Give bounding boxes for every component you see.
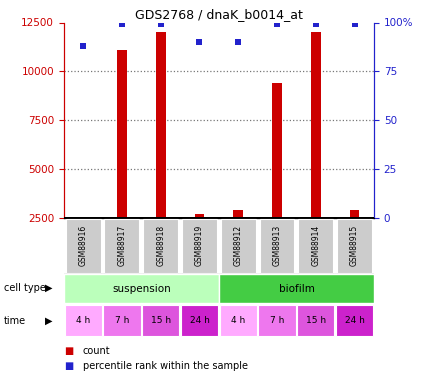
Bar (260, 219, 295, 273)
Bar (78, 217, 88, 219)
Text: 7 h: 7 h (270, 316, 284, 325)
Text: 15 h: 15 h (150, 316, 171, 325)
Text: 24 h: 24 h (190, 316, 210, 325)
Bar (219, 274, 374, 303)
Text: 4 h: 4 h (231, 316, 245, 325)
Point (157, 21, 164, 27)
Text: GSM88914: GSM88914 (312, 225, 320, 266)
Bar (65, 305, 102, 336)
Bar (272, 83, 282, 218)
Bar (258, 305, 296, 336)
Text: biofilm: biofilm (278, 284, 314, 294)
Text: 24 h: 24 h (345, 316, 365, 325)
Bar (105, 219, 139, 273)
Point (80, 43, 87, 49)
Text: time: time (4, 316, 26, 326)
Bar (156, 32, 166, 218)
Title: GDS2768 / dnaK_b0014_at: GDS2768 / dnaK_b0014_at (135, 8, 303, 21)
Bar (337, 219, 372, 273)
Point (312, 21, 319, 27)
Bar (64, 274, 219, 303)
Text: GSM88912: GSM88912 (234, 225, 243, 266)
Text: 15 h: 15 h (306, 316, 326, 325)
Text: ■: ■ (64, 361, 73, 370)
Text: 4 h: 4 h (76, 316, 90, 325)
Text: GSM88919: GSM88919 (195, 225, 204, 266)
Text: GSM88913: GSM88913 (272, 225, 281, 266)
Bar (143, 219, 178, 273)
Text: ▶: ▶ (45, 283, 53, 292)
Bar (181, 305, 218, 336)
Bar (233, 210, 243, 218)
Text: 7 h: 7 h (115, 316, 129, 325)
Text: GSM88917: GSM88917 (117, 225, 126, 266)
Point (235, 39, 242, 45)
Point (274, 21, 280, 27)
Bar (220, 305, 257, 336)
Point (351, 21, 358, 27)
Text: ■: ■ (64, 346, 73, 355)
Text: suspension: suspension (112, 284, 171, 294)
Text: GSM88915: GSM88915 (350, 225, 359, 266)
Bar (298, 219, 333, 273)
Text: ▶: ▶ (45, 316, 53, 326)
Text: GSM88916: GSM88916 (79, 225, 88, 266)
Bar (142, 305, 179, 336)
Bar (336, 305, 373, 336)
Bar (182, 219, 217, 273)
Bar (195, 214, 204, 217)
Bar (66, 219, 101, 273)
Point (119, 21, 125, 27)
Bar (221, 219, 256, 273)
Bar (311, 32, 321, 218)
Bar (117, 50, 127, 217)
Point (196, 39, 203, 45)
Bar (350, 210, 360, 218)
Bar (103, 305, 141, 336)
Text: percentile rank within the sample: percentile rank within the sample (83, 361, 248, 370)
Text: cell type: cell type (4, 283, 46, 292)
Bar (297, 305, 334, 336)
Text: count: count (83, 346, 110, 355)
Text: GSM88918: GSM88918 (156, 225, 165, 266)
